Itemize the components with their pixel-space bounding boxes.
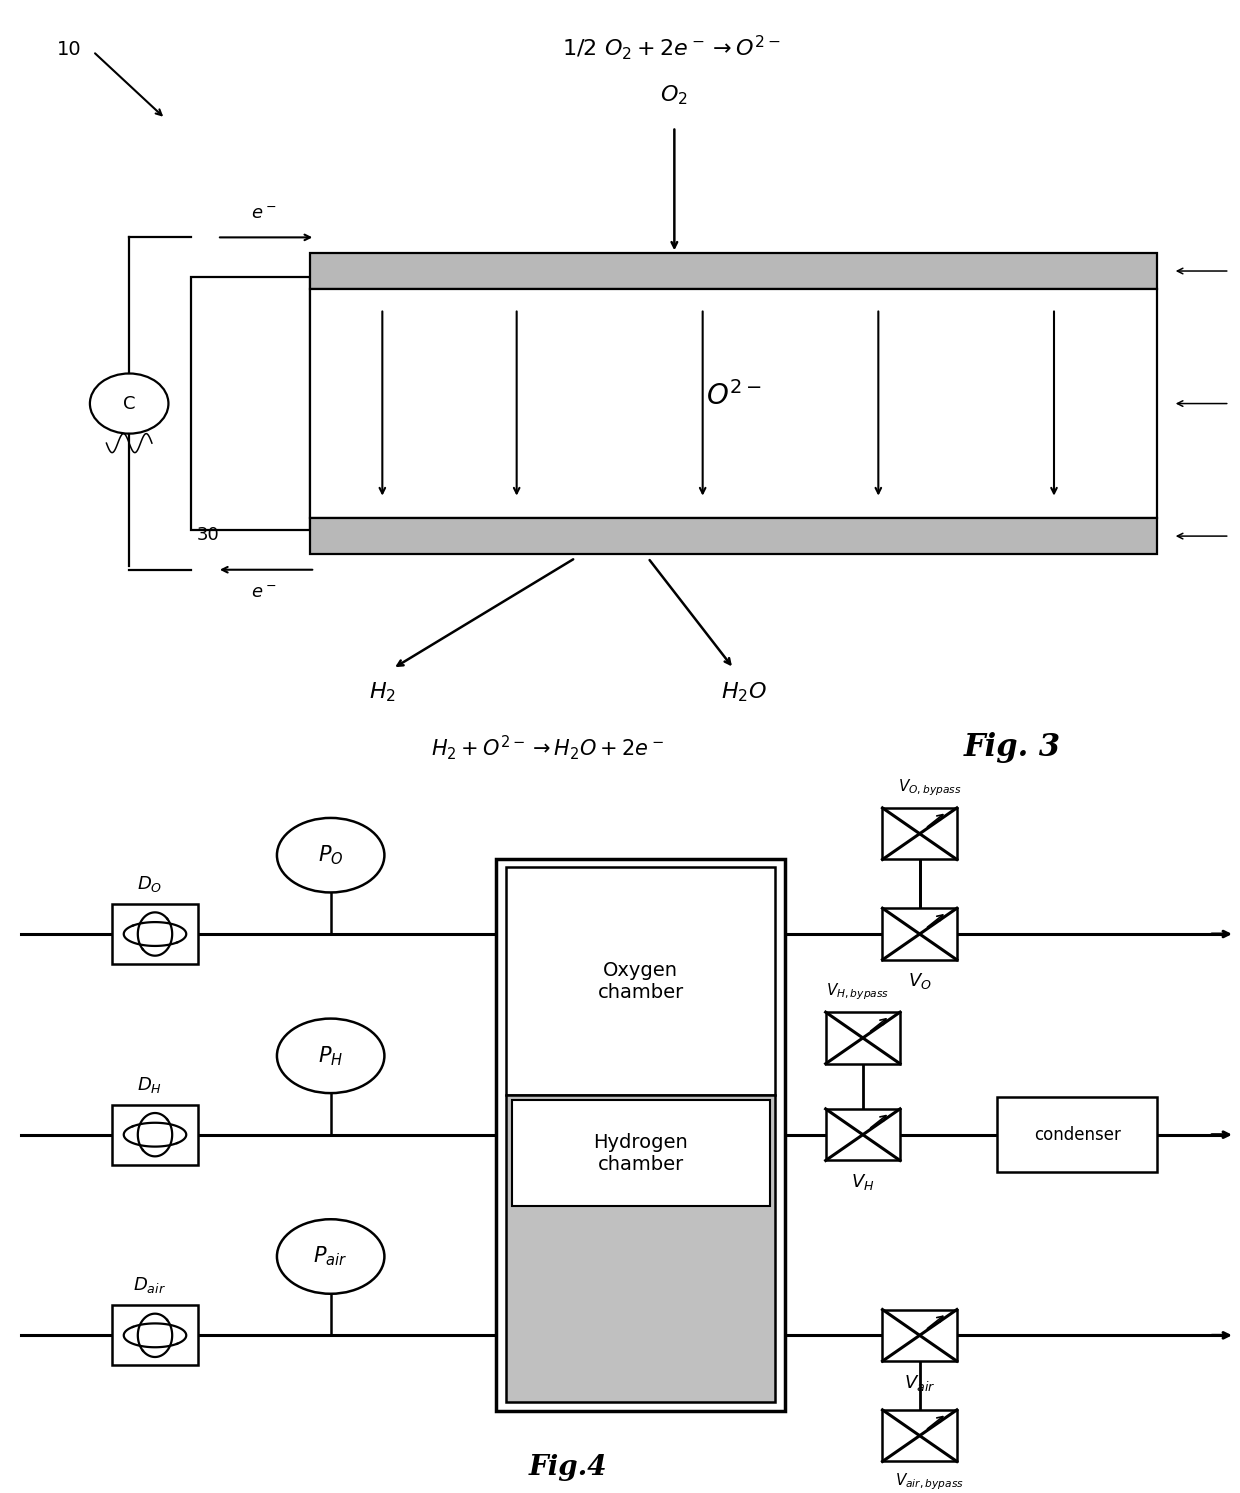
Text: $1/2\ O_2+2e^-\rightarrow O^{2-}$: $1/2\ O_2+2e^-\rightarrow O^{2-}$	[562, 33, 781, 61]
Text: $H_2O$: $H_2O$	[722, 681, 766, 705]
Text: $O^{2-}$: $O^{2-}$	[706, 381, 761, 411]
Text: condenser: condenser	[1034, 1126, 1121, 1144]
Text: 30: 30	[196, 527, 219, 545]
Polygon shape	[191, 278, 310, 530]
Polygon shape	[310, 288, 1157, 518]
Text: $e^-$: $e^-$	[250, 205, 277, 222]
Text: C: C	[123, 394, 135, 412]
Text: Fig. 3: Fig. 3	[965, 732, 1061, 763]
Text: $D_{air}$: $D_{air}$	[134, 1275, 166, 1296]
Text: $V_{O,bypass}$: $V_{O,bypass}$	[898, 778, 962, 797]
Polygon shape	[112, 903, 198, 964]
Circle shape	[277, 1220, 384, 1294]
Text: Fig.4: Fig.4	[529, 1454, 608, 1481]
Polygon shape	[883, 808, 957, 860]
Text: $V_{H,bypass}$: $V_{H,bypass}$	[826, 981, 889, 1002]
Text: $O_2$: $O_2$	[661, 84, 688, 107]
Text: $D_H$: $D_H$	[138, 1075, 162, 1094]
Polygon shape	[883, 1309, 957, 1362]
Text: $P_O$: $P_O$	[317, 844, 343, 867]
Polygon shape	[506, 1096, 775, 1402]
Text: $e^-$: $e^-$	[250, 584, 277, 602]
Polygon shape	[826, 1109, 900, 1160]
Text: $V_{air}$: $V_{air}$	[904, 1372, 935, 1393]
Text: $D_O$: $D_O$	[138, 873, 162, 894]
Text: $P_{air}$: $P_{air}$	[314, 1245, 348, 1269]
Text: $H_2$: $H_2$	[368, 681, 396, 705]
Circle shape	[277, 1018, 384, 1093]
Text: Oxygen
chamber: Oxygen chamber	[598, 961, 683, 1002]
Text: $P_H$: $P_H$	[319, 1044, 343, 1067]
Polygon shape	[496, 858, 785, 1411]
Polygon shape	[310, 518, 1157, 554]
Polygon shape	[310, 254, 1157, 288]
Polygon shape	[883, 1409, 957, 1462]
Text: $V_O$: $V_O$	[908, 972, 931, 991]
Text: 10: 10	[57, 39, 82, 58]
Polygon shape	[997, 1097, 1157, 1172]
Polygon shape	[511, 1100, 770, 1206]
Text: Hydrogen
chamber: Hydrogen chamber	[593, 1133, 688, 1173]
Polygon shape	[112, 1105, 198, 1165]
Circle shape	[277, 818, 384, 893]
Polygon shape	[506, 867, 775, 1096]
Text: $H_2+O^{2-}\rightarrow H_2O+2e^-$: $H_2+O^{2-}\rightarrow H_2O+2e^-$	[432, 733, 665, 761]
Polygon shape	[112, 1305, 198, 1366]
Polygon shape	[826, 1012, 900, 1063]
Polygon shape	[883, 908, 957, 960]
Text: $V_H$: $V_H$	[851, 1172, 874, 1191]
Text: $V_{air,bypass}$: $V_{air,bypass}$	[895, 1472, 965, 1492]
